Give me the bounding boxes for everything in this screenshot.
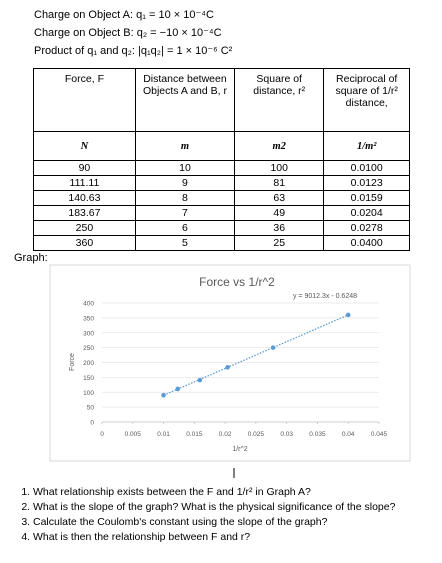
cell: Reciprocal of square of 1/r² distance, — [323, 68, 410, 132]
questions: What relationship exists between the F a… — [0, 485, 442, 545]
cell: 25 — [234, 235, 325, 251]
cell: 5 — [134, 235, 236, 251]
x-tick-label: 0.035 — [309, 431, 326, 438]
cell: 360 — [33, 235, 136, 251]
point — [197, 377, 203, 383]
y-tick-label: 250 — [83, 345, 94, 352]
cell: Distance between Objects A and B, r — [134, 68, 236, 132]
cell: Square of distance, r² — [234, 68, 325, 132]
point — [270, 345, 276, 350]
x-tick-label: 0.005 — [125, 431, 142, 438]
point — [345, 312, 351, 318]
y-tick-label: 300 — [83, 330, 94, 337]
point — [225, 365, 230, 370]
chart-frame — [49, 264, 411, 462]
question: What is then the relationship between F … — [33, 530, 442, 545]
data-row: 90 10 100 0.0100 — [33, 160, 410, 176]
data-row: 111.11 9 81 0.0123 — [33, 175, 410, 191]
cell: 0.0400 — [323, 235, 410, 251]
cell: 0.0278 — [323, 220, 410, 236]
question: Calculate the Coulomb's constant using t… — [33, 515, 442, 530]
data-table: Force, F Distance between Objects A and B… — [33, 68, 410, 251]
x-tick-label: 0.03 — [280, 431, 293, 438]
y-tick-label: 0 — [90, 420, 94, 427]
header-row: Force, F Distance between Objects A and B… — [33, 68, 410, 132]
y-tick-label: 200 — [83, 360, 94, 367]
question: What is the slope of the graph? What is … — [33, 500, 442, 515]
x-tick-label: 0.025 — [248, 431, 265, 438]
chart-title: Force vs 1/r^2 — [199, 275, 275, 289]
x-tick-label: 0.02 — [219, 431, 232, 438]
x-tick-label: 0.045 — [371, 431, 388, 438]
trendline-label: y = 9012.3x - 0.6248 — [293, 293, 357, 300]
trendline — [163, 314, 349, 396]
cell: 140.63 — [33, 190, 136, 206]
y-tick-label: 400 — [83, 301, 94, 308]
data-row: 360 5 25 0.0400 — [33, 235, 410, 251]
charge-b: Charge on Object B: q₂ = −10 × 10⁻⁴C — [34, 27, 222, 39]
point — [175, 386, 181, 392]
x-tick-label: 0.01 — [157, 431, 170, 438]
charge-a: Charge on Object A: q₁ = 10 × 10⁻⁴C — [34, 9, 214, 21]
y-axis-label: Force — [69, 353, 76, 371]
x-tick-label: 0.04 — [342, 431, 355, 438]
point — [161, 392, 166, 398]
graph-label: Graph: — [14, 252, 48, 264]
y-tick-label: 150 — [83, 375, 94, 382]
x-tick-label: 0.015 — [186, 431, 203, 438]
x-tick-label: 0 — [100, 431, 104, 438]
question: What relationship exists between the F a… — [33, 485, 442, 500]
y-tick-label: 350 — [83, 315, 94, 322]
charge-product: Product of q₁ and q₂: |q₁q₂| = 1 × 10⁻⁶ … — [34, 45, 233, 57]
y-tick-label: 50 — [87, 405, 95, 412]
x-axis-label: 1/r^2 — [232, 446, 247, 453]
y-tick-label: 100 — [83, 390, 94, 397]
